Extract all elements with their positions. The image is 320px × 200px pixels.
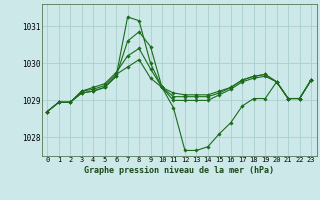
X-axis label: Graphe pression niveau de la mer (hPa): Graphe pression niveau de la mer (hPa) <box>84 166 274 175</box>
